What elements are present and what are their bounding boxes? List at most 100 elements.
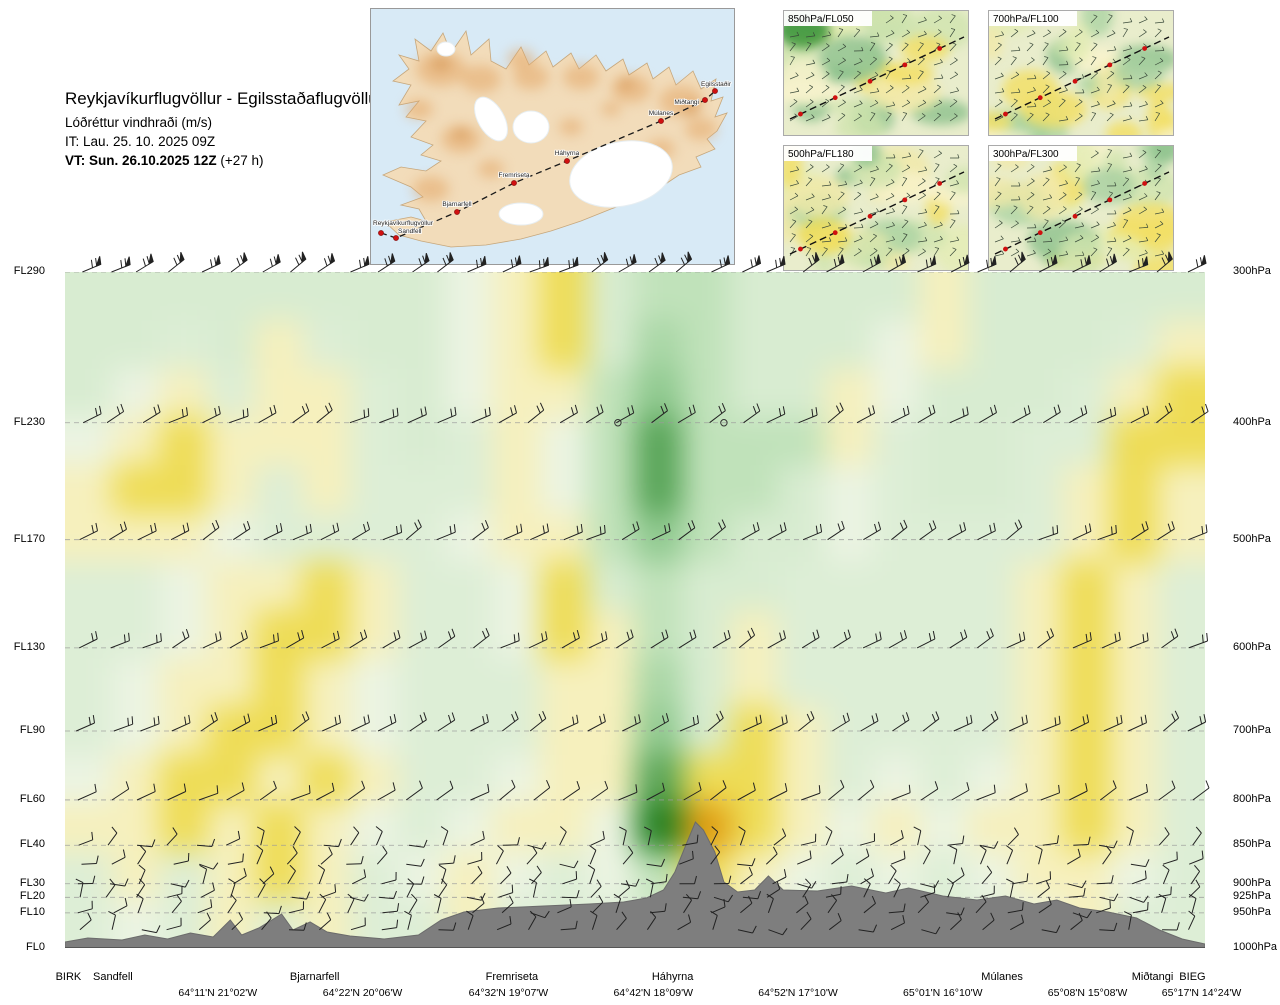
route-line [380,90,716,239]
minimap-waypoint-dot [1037,95,1043,101]
waypoint-label: Bjarnarfell [442,201,472,208]
waypoint-dot [564,158,570,164]
waypoint-label: Miðtangi [674,98,699,106]
minimap-route-line [789,36,965,120]
waypoint-dot [702,97,708,103]
pressure-level-label: 600hPa [1233,640,1271,653]
station-label: BIEG [1179,971,1206,983]
glacier [498,202,544,226]
minimap-level-label: 300hPa/FL300 [993,149,1059,160]
flight-level-label: FL30 [19,876,45,889]
pressure-level-label: 800hPa [1233,792,1271,805]
station-label: BIRK [55,971,82,983]
terrain-silhouette [65,821,1205,948]
minimap-waypoint-dot [867,213,873,219]
waypoint-dot [658,118,664,124]
coordinate-label: 64°22'N 20°06'W [322,987,403,999]
minimap-waypoint-dot [798,246,803,252]
flight-level-label: FL10 [19,905,45,918]
chart-subtitle: Lóðréttur vindhraði (m/s) [65,114,213,130]
glacier [436,41,456,57]
flight-level-label: FL130 [13,640,45,653]
station-label: Miðtangi [1131,971,1174,983]
minimap-waypoint-dot [832,230,838,236]
minimap-level-label: 500hPa/FL180 [788,149,854,160]
minimap-waypoint-dot [1003,246,1008,252]
wind-barbs [75,251,1210,936]
init-time: IT: Lau. 25. 10. 2025 09Z [65,133,216,149]
waypoint-label: Reykjavíkurflugvöllur [373,220,434,227]
minimap-waypoint-dot [1107,62,1113,68]
minimap-300hpa-fl300: 300hPa/FL300 [988,145,1174,271]
minimap-level-label: 700hPa/FL100 [993,14,1059,25]
pressure-level-label: 500hPa [1233,532,1271,545]
station-label: Sandfell [92,971,133,983]
minimap-waypoint-dot [1142,181,1148,186]
terrain-shading [405,49,717,202]
station-label: Háhyrna [651,971,694,983]
minimap-waypoint-dot [937,181,943,186]
pressure-level-label: 400hPa [1233,415,1271,428]
valid-time: VT: Sun. 26.10.2025 12Z [65,152,217,168]
waypoint-label: Egilsstaðir [701,80,732,88]
minimap-route-line [789,171,965,255]
station-label: Múlanes [981,971,1023,983]
coordinate-label: 65°01'N 16°10'W [903,987,983,999]
station-label: Fremriseta [485,971,539,983]
pressure-level-label: 700hPa [1233,724,1271,736]
minimap-waypoint-dot [1072,213,1078,219]
coordinate-label: 64°52'N 17°10'W [758,987,838,999]
flight-level-label: FL170 [13,532,45,545]
pressure-level-label: 900hPa [1233,876,1271,889]
minimap-waypoint-dot [1072,78,1078,84]
waypoint-label: Fremriseta [498,172,529,179]
minimap-waypoint-dot [902,197,908,203]
valid-time-offset: (+27 h) [216,152,264,168]
pressure-level-label: 925hPa [1233,890,1271,903]
pressure-level-label: 300hPa [1233,265,1271,277]
pressure-level-label: 950hPa [1233,905,1271,918]
waypoint-label: Háhyrna [555,150,580,157]
pressure-level-label: 1000hPa [1233,941,1278,953]
flight-level-label: FL60 [19,792,45,805]
waypoint-dot [378,230,384,236]
minimap-waypoint-dot [937,46,943,51]
minimap-route-line [994,36,1170,120]
valid-time-line: VT: Sun. 26.10.2025 12Z (+27 h) [65,152,383,171]
minimap-waypoint-dot [1107,197,1113,203]
waypoint-dot [393,235,399,241]
minimap-500hpa-fl180: 500hPa/FL180 [783,145,969,271]
pressure-level-label: 850hPa [1233,838,1271,851]
glacier [512,110,550,144]
coordinate-label: 65°08'N 15°08'W [1047,987,1128,999]
minimap-route-line [994,171,1170,255]
flight-level-label: FL90 [19,724,45,736]
route-overview-map: Reykjavíkurflugvöllur Sandfell Bjarnarfell… [370,8,735,265]
minimap-waypoint-dot [798,111,803,117]
minimap-waypoint-dot [832,95,838,101]
glacier [569,140,673,208]
minimap-level-label: 850hPa/FL050 [788,14,854,25]
calm-wind-marker [614,419,622,427]
vertical-velocity-field [65,272,1205,948]
cross-section-plot [65,251,1210,948]
minimap-waypoint-dot [902,62,908,68]
flight-level-label: FL290 [13,265,45,277]
header-block: Reykjavíkurflugvöllur - Egilsstaðaflugvö… [65,87,383,170]
page-title: Reykjavíkurflugvöllur - Egilsstaðaflugvö… [65,89,384,108]
coordinate-label: 65°17'N 14°24'W [1161,987,1242,999]
flight-level-label: FL20 [19,890,45,903]
coordinate-label: 64°42'N 18°09'W [613,987,694,999]
flight-level-label: FL40 [19,838,45,851]
flight-level-label: FL0 [26,941,45,953]
station-label: Bjarnarfell [289,971,340,983]
waypoint-label: Sandfell [398,228,422,235]
coordinate-label: 64°11'N 21°02'W [178,987,258,999]
minimap-waypoint-dot [1142,46,1148,51]
waypoint-dot [712,88,718,94]
minimap-waypoint-dot [1037,230,1043,236]
minimap-waypoint-dot [867,78,873,84]
waypoint-label: Múlanes [649,110,674,117]
